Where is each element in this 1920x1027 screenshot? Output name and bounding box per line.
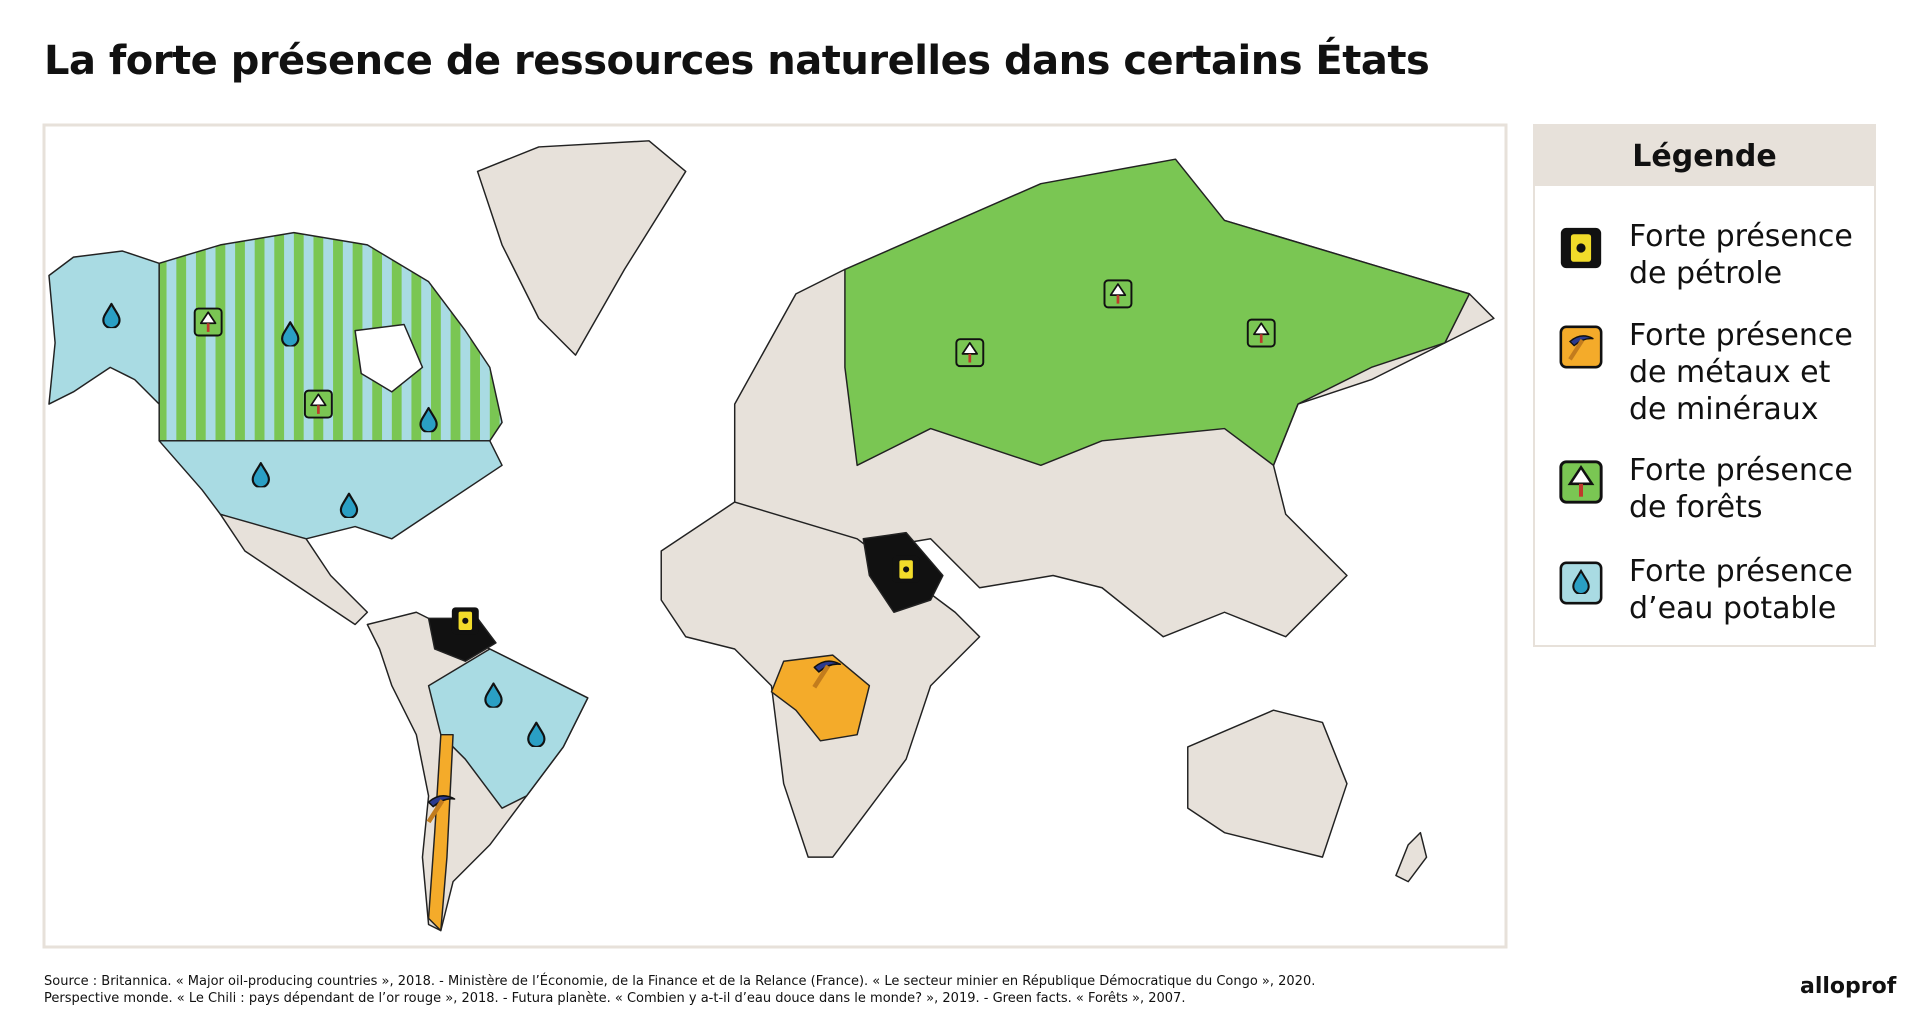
legend-title: Légende [1535,126,1874,186]
forest-icon [303,389,334,419]
legend-line: d’eau potable [1629,591,1837,626]
mining-icon [1559,325,1603,369]
legend-line: Forte présence [1629,318,1853,353]
russia [844,158,1471,467]
legend-line: Forte présence [1629,453,1853,488]
legend-label: Forte présence de métaux et de minéraux [1629,317,1853,428]
greenland [476,140,687,356]
dr-congo [770,654,871,742]
source-line: Source : Britannica. « Major oil-produci… [44,974,1316,989]
usa [158,440,503,540]
legend-item: Forte présence de pétrole [1559,218,1853,292]
new-zealand [1395,831,1428,883]
legend-line: de pétrole [1629,256,1783,291]
forest-icon [1103,279,1133,309]
title: La forte présence de ressources naturell… [44,38,1430,84]
oil-icon [451,606,480,635]
mexico [219,513,369,626]
legend-line: Forte présence [1629,554,1853,589]
source: Source : Britannica. « Major oil-produci… [44,973,1315,1007]
oil-icon [892,555,921,584]
legend-line: de minéraux [1629,392,1819,427]
source-line: Perspective monde. « Le Chili : pays dép… [44,991,1186,1006]
legend-line: de forêts [1629,490,1763,525]
oil-icon [1559,226,1603,270]
legend: Légende Forte présence de pétrole Forte p… [1533,124,1876,647]
legend-label: Forte présence de pétrole [1629,218,1853,292]
hudson-bay [354,323,424,393]
legend-item: Forte présence d’eau potable [1559,553,1853,627]
forest-icon [1246,318,1276,348]
legend-label: Forte présence de forêts [1629,452,1853,526]
chile [427,733,454,932]
legend-label: Forte présence d’eau potable [1629,553,1853,627]
alaska [48,250,160,405]
legend-line: Forte présence [1629,219,1853,254]
forest-icon [193,307,223,337]
forest-icon [955,337,985,368]
forest-icon [1559,460,1603,504]
legend-item: Forte présence de forêts [1559,452,1853,526]
australia [1187,709,1348,858]
legend-line: de métaux et [1629,355,1831,390]
water-icon [1559,561,1603,605]
legend-item: Forte présence de métaux et de minéraux [1559,317,1853,428]
logo: alloprof [1800,974,1897,999]
